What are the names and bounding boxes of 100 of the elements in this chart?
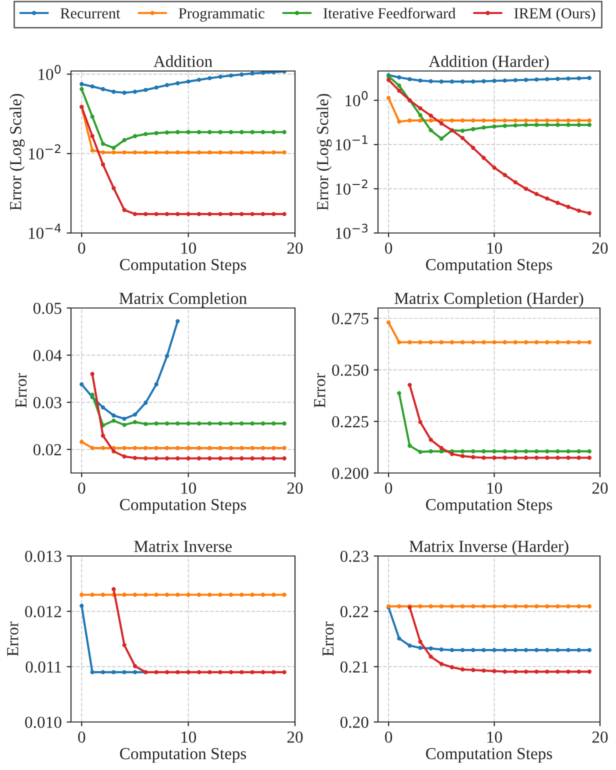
point	[450, 648, 454, 652]
point	[250, 456, 254, 460]
point	[482, 456, 486, 460]
point	[450, 80, 454, 84]
point	[208, 446, 212, 450]
x-tick-label: 0	[78, 242, 86, 254]
point	[397, 75, 402, 80]
point	[282, 150, 286, 154]
x-axis-title: Computation Steps	[426, 259, 552, 274]
point	[439, 662, 444, 666]
point	[576, 76, 581, 80]
point	[100, 670, 106, 674]
point	[492, 456, 496, 460]
point	[545, 77, 550, 82]
point	[208, 130, 212, 134]
point	[164, 421, 170, 426]
point	[240, 150, 244, 154]
point	[282, 592, 286, 597]
point	[144, 592, 148, 597]
point	[556, 118, 560, 123]
point	[482, 604, 486, 608]
point	[408, 444, 412, 448]
point	[154, 456, 158, 460]
point	[556, 122, 560, 127]
point	[186, 130, 190, 134]
point	[408, 340, 412, 344]
x-tick-label: 20	[592, 732, 608, 743]
point	[154, 670, 158, 674]
point	[176, 150, 180, 154]
point	[545, 122, 550, 127]
point	[471, 668, 476, 672]
point	[260, 212, 266, 216]
point	[90, 84, 94, 89]
point	[250, 421, 254, 426]
point	[122, 643, 126, 648]
point	[482, 125, 486, 130]
point	[260, 71, 266, 75]
point	[154, 131, 158, 136]
point	[186, 670, 190, 674]
point	[240, 212, 244, 216]
point	[164, 83, 170, 88]
point	[132, 412, 138, 417]
point	[587, 76, 592, 80]
point	[144, 132, 148, 136]
point	[100, 434, 106, 438]
point	[112, 150, 116, 154]
point	[164, 130, 170, 135]
chart-title: Matrix Inverse (Harder)	[409, 540, 568, 556]
point	[132, 150, 138, 154]
point	[471, 118, 476, 123]
y-tick-label: 0.05	[33, 302, 62, 314]
point	[556, 670, 560, 674]
y-tick-label: 0.23	[340, 550, 368, 562]
point	[132, 212, 138, 216]
point	[428, 604, 433, 608]
point	[428, 118, 433, 123]
x-tick-label: 0	[78, 482, 86, 494]
point	[228, 456, 234, 460]
y-tick-label: 10$^{−1}$	[336, 135, 368, 150]
point	[196, 456, 202, 460]
point	[524, 604, 528, 608]
point	[576, 208, 581, 213]
point	[450, 452, 454, 456]
point	[112, 413, 116, 418]
point	[566, 204, 570, 209]
point	[460, 340, 465, 344]
point	[524, 78, 528, 82]
point	[272, 592, 276, 597]
point	[228, 130, 234, 134]
x-axis-title: Computation Steps	[426, 499, 552, 514]
y-tick-label: 0.250	[332, 364, 368, 376]
x-tick-label: 10	[181, 732, 196, 743]
point	[218, 456, 222, 460]
point	[545, 340, 550, 344]
point	[218, 74, 222, 79]
point	[587, 118, 592, 123]
point	[418, 646, 422, 650]
point	[132, 420, 138, 424]
point	[460, 80, 465, 84]
y-tick-label: 10$^{−2}$	[28, 144, 60, 160]
point	[196, 670, 202, 674]
point	[502, 172, 507, 178]
point	[428, 114, 433, 118]
point	[250, 71, 254, 76]
point	[397, 120, 402, 124]
point	[272, 670, 276, 674]
point	[196, 78, 202, 82]
point	[566, 648, 570, 652]
point	[524, 456, 528, 460]
point	[587, 604, 592, 608]
point	[428, 128, 433, 132]
point	[460, 136, 465, 140]
x-tick-label: 0	[385, 732, 392, 743]
point	[428, 449, 433, 454]
point	[176, 212, 180, 216]
point	[100, 162, 106, 167]
y-tick-label: 0.22	[340, 606, 368, 618]
point	[90, 592, 94, 597]
x-tick-label: 20	[592, 482, 608, 494]
point	[208, 76, 212, 80]
